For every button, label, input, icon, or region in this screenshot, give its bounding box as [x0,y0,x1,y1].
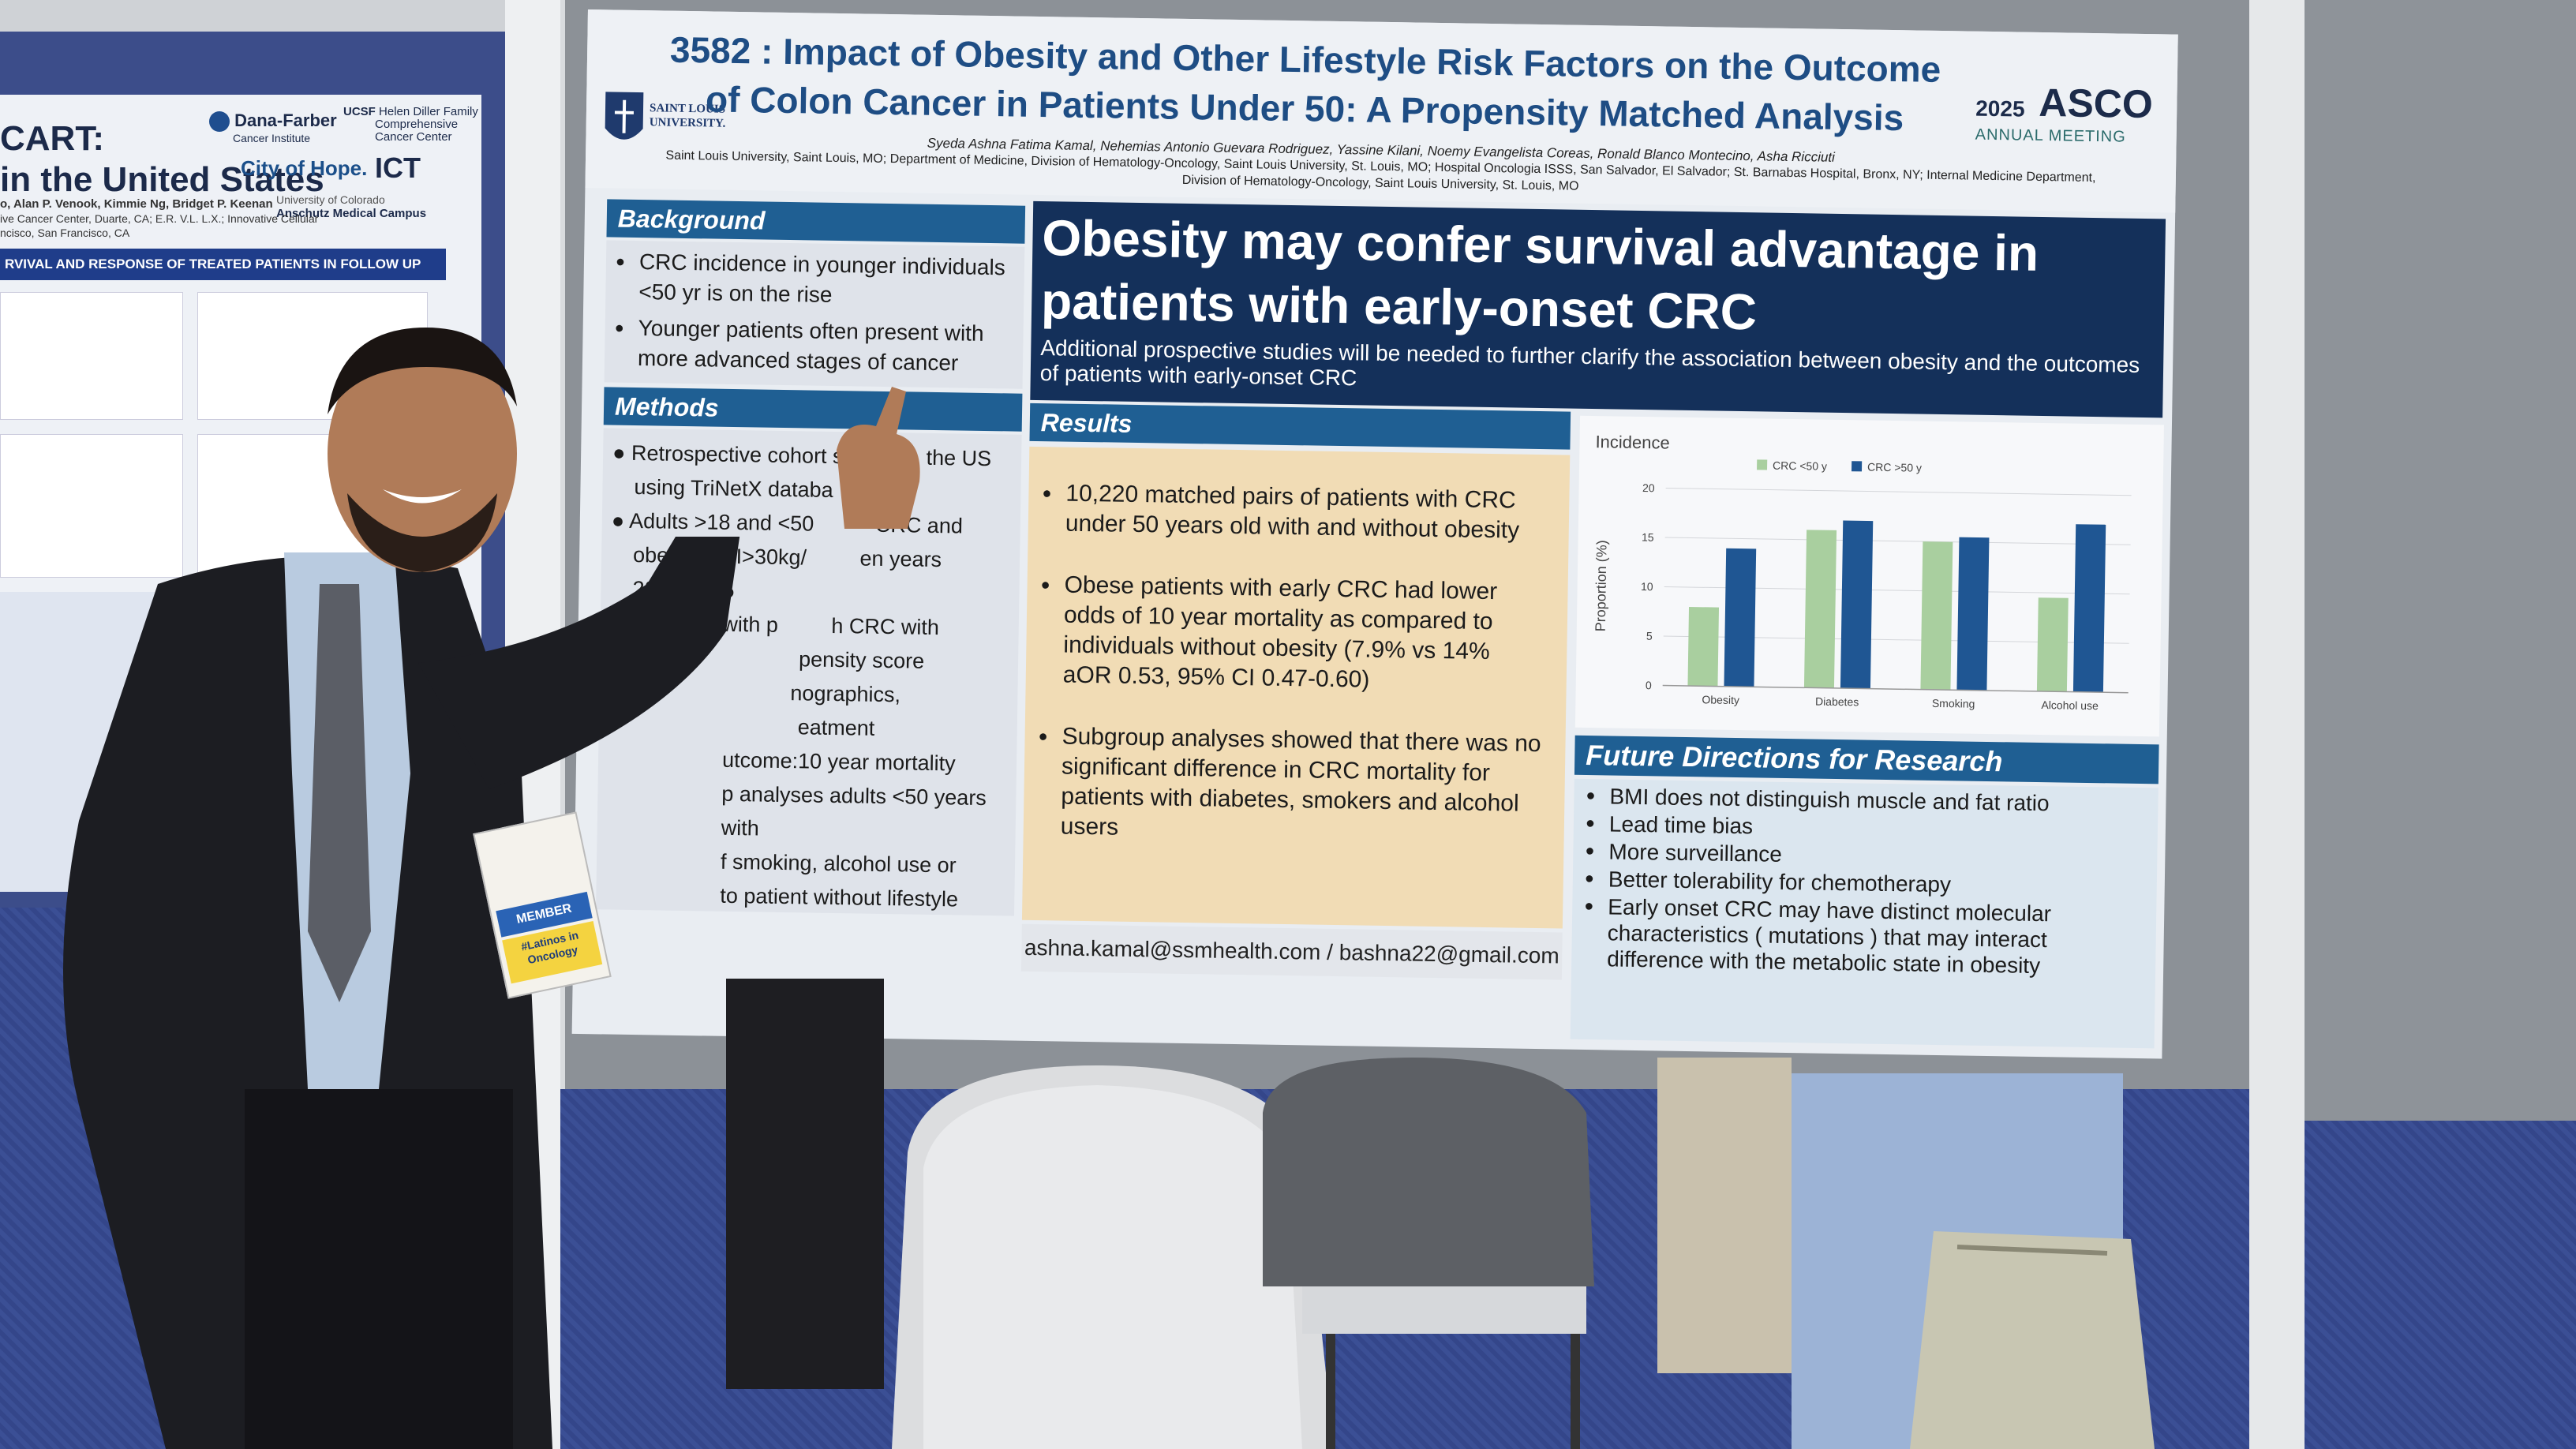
asco-meeting: ANNUAL MEETING [1975,125,2126,146]
background-item: Younger patients often present with more… [614,313,1017,380]
chart-y-tick-label: 15 [1642,531,1654,544]
pointing-hand [837,387,920,529]
neighbour-authors-line2: ive Cancer Center, Duarte, CA; E.R. V.L.… [0,212,319,225]
chart-y-tick-label: 10 [1641,580,1653,593]
incidence-chart: Incidence 0 5 10 15 20 Proportion (%) CRC <50 y… [1574,415,2164,737]
chart-bar [1956,537,1990,691]
ucsf-logo: UCSF Helen Diller Family Comprehensive C… [343,106,478,144]
chart-x-tick-label: Obesity [1702,693,1739,706]
chart-bar [2036,597,2069,692]
chart-bar [1840,520,1874,689]
chart-bar [1803,530,1837,688]
future-directions-heading: Future Directions for Research [1574,735,2159,784]
chart-bar [2072,524,2106,693]
chart-legend-label: CRC <50 y [1773,459,1827,473]
grey-chair [1263,1058,1594,1449]
chart-x-axis [1662,684,2129,694]
asco-year: 2025 [1975,95,2025,122]
neighbour-title-line1: CART: [0,119,104,158]
neighbour-section-bar: RVIVAL AND RESPONSE OF TREATED PATIENTS … [0,249,446,280]
chart-y-tick-label: 0 [1646,679,1652,691]
asco-name: ASCO [2038,80,2154,127]
main-poster: SAINT LOUIS UNIVERSITY. 3582 : Impact of… [571,9,2178,1059]
chart-title: Incidence [1595,432,1670,452]
ucsf-line3: Cancer Center [375,130,452,144]
dana-farber-text: Dana-Farber [234,110,337,130]
poster-header: SAINT LOUIS UNIVERSITY. 3582 : Impact of… [585,9,2178,213]
neighbour-chart-1 [0,292,183,420]
results-item: Obese patients with early CRC had lower … [1039,570,1546,698]
background-item: CRC incidence in younger individuals <50… [615,247,1018,313]
chart-y-tick-label: 20 [1642,481,1655,494]
neighbour-authors: o, Alan P. Venook, Kimmie Ng, Bridget P.… [0,197,318,240]
booth-pole-right [2249,0,2305,1449]
canvas-bag [1910,1231,2155,1449]
presenter [63,537,740,1449]
results-item: Subgroup analyses showed that there was … [1037,721,1544,849]
dana-farber-sub: Cancer Institute [233,132,311,145]
poster-title: 3582 : Impact of Obesity and Other Lifes… [657,24,1953,143]
neighbour-title-line2: in the United States [0,160,324,199]
adjacent-board [2289,0,2576,1121]
dana-farber-logo: Dana-Farber Cancer Institute [209,110,337,144]
ucsf-text: UCSF [343,105,376,118]
results-heading: Results [1029,402,1571,450]
incidence-chart-svg: Incidence 0 5 10 15 20 Proportion (%) CRC <50 y… [1593,432,2132,712]
ucsf-line2: Comprehensive [375,118,459,131]
background-person-legs [1657,1058,1792,1373]
neighbour-authors-line3: ncisco, San Francisco, CA [0,227,130,239]
slu-shield-icon [605,92,644,140]
neighbour-poster-title: CART: in the United States [0,118,324,200]
chart-gridline [1665,488,2132,496]
chart-legend-swatch [1852,461,1863,472]
chart-y-axis-label: Proportion (%) [1593,540,1610,631]
white-chair [892,1065,1334,1449]
background-list: CRC incidence in younger individuals <50… [614,247,1019,386]
methods-heading: Methods [603,387,1023,432]
chart-x-tick-label: Alcohol use [2041,698,2099,712]
chart-legend-swatch [1757,459,1768,470]
key-finding-banner: Obesity may confer survival advantage in… [1030,200,2166,418]
chart-bar [1687,607,1720,687]
neighbour-chart-3 [0,434,183,578]
chart-bar [1920,541,1953,691]
results-list: 10,220 matched pairs of patients with CR… [1036,478,1547,856]
chart-legend-label: CRC >50 y [1867,461,1922,474]
future-item: Early onset CRC may have distinct molecu… [1583,893,2136,980]
cu-logo-line1: University of Colorado [276,193,385,206]
key-finding-headline: Obesity may confer survival advantage in… [1040,209,2039,341]
contact-email: ashna.kamal@ssmhealth.com / bashna22@gma… [1020,923,1563,980]
chart-gridline [1664,537,2131,545]
chart-x-tick-label: Diabetes [1815,695,1859,709]
ict-logo: ICT [375,152,421,184]
chart-y-tick-label: 5 [1646,630,1653,642]
presenter-face [328,328,517,572]
results-item: 10,220 matched pairs of patients with CR… [1042,478,1548,546]
chart-bar [1724,548,1757,687]
neighbour-authors-line1: o, Alan P. Venook, Kimmie Ng, Bridget P.… [0,197,273,211]
background-person-legs [726,979,884,1389]
future-directions-list: BMI does not distinguish muscle and fat … [1583,783,2139,982]
chart-x-tick-label: Smoking [1932,697,1975,710]
cu-logo-line2: Anschutz Medical Campus [276,207,427,220]
background-heading: Background [606,199,1026,244]
ucsf-line1: Helen Diller Family [379,105,478,118]
city-of-hope-logo: City of Hope. [241,156,368,180]
